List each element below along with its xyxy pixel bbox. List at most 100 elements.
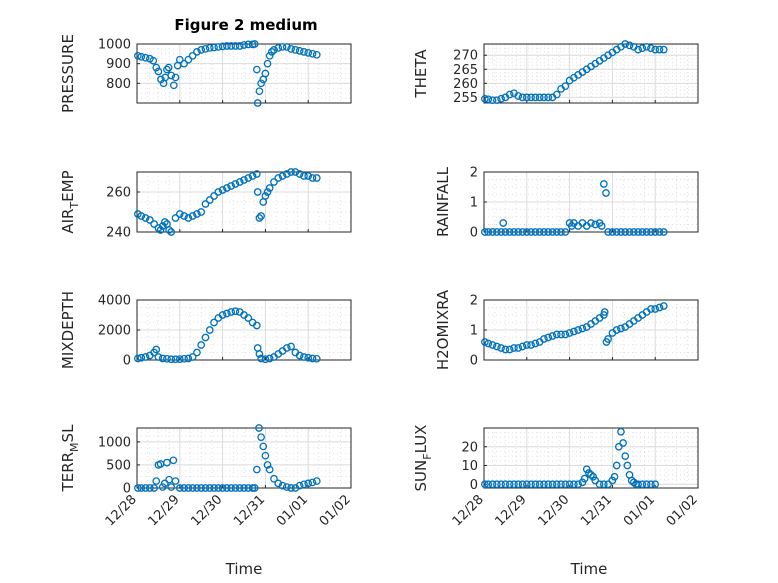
data-point xyxy=(540,228,548,236)
data-point xyxy=(552,480,561,489)
data-point xyxy=(253,99,262,107)
data-point xyxy=(235,178,244,186)
data-point xyxy=(561,82,570,90)
data-point xyxy=(548,228,557,236)
data-point xyxy=(544,480,553,489)
data-points xyxy=(481,40,668,105)
data-point xyxy=(655,228,664,236)
data-point xyxy=(505,480,514,489)
data-point xyxy=(602,189,610,197)
data-point xyxy=(295,170,304,178)
y-axis-label: PRESSURE xyxy=(59,34,77,113)
y-tick-label: 255 xyxy=(453,91,478,106)
data-point xyxy=(492,480,501,489)
data-point xyxy=(557,228,565,236)
data-point xyxy=(141,214,150,222)
data-point xyxy=(255,87,264,96)
data-point xyxy=(514,228,523,236)
data-point xyxy=(659,45,668,54)
data-point xyxy=(308,478,317,487)
data-point xyxy=(565,480,574,489)
data-points xyxy=(481,302,668,354)
tick-labels: 0 1 2 xyxy=(470,294,699,369)
axes-box xyxy=(136,43,352,104)
data-point xyxy=(197,484,206,492)
data-point xyxy=(535,480,544,489)
data-point xyxy=(175,55,184,64)
data-point xyxy=(210,43,218,52)
data-point xyxy=(223,309,231,318)
data-point xyxy=(231,484,240,492)
data-points xyxy=(134,168,321,236)
data-point xyxy=(488,480,497,489)
data-point xyxy=(261,192,270,200)
subplot-h2omixra: 0 1 2 H2OMIXRA xyxy=(434,289,699,370)
data-point xyxy=(492,228,501,236)
data-point xyxy=(561,480,570,489)
data-point xyxy=(642,228,651,236)
data-point xyxy=(175,210,184,218)
data-point xyxy=(255,350,264,358)
data-point xyxy=(231,42,240,50)
data-point xyxy=(604,335,612,343)
data-point xyxy=(505,228,514,236)
data-point xyxy=(261,69,270,78)
data-point xyxy=(160,218,169,226)
data-point xyxy=(597,222,606,230)
data-point xyxy=(259,442,268,451)
data-point xyxy=(522,93,531,102)
y-tick-label: 1 xyxy=(470,196,478,211)
data-point xyxy=(527,341,535,349)
data-point xyxy=(510,228,518,236)
data-point xyxy=(270,474,278,483)
y-tick-label: 500 xyxy=(106,458,131,473)
grid xyxy=(136,299,352,361)
data-point xyxy=(282,43,291,51)
data-point xyxy=(505,90,514,99)
data-point xyxy=(223,484,231,492)
data-point xyxy=(647,480,655,489)
data-point xyxy=(304,353,313,362)
data-point xyxy=(629,228,638,236)
y-tick-label: 260 xyxy=(106,186,131,201)
data-point xyxy=(574,480,583,489)
data-point xyxy=(599,480,608,489)
data-point xyxy=(240,484,248,492)
data-point xyxy=(304,479,313,488)
x-tick-label: 12/29 xyxy=(493,492,530,529)
data-point xyxy=(557,480,565,489)
data-point xyxy=(617,324,625,333)
data-point xyxy=(300,48,308,56)
axes-box xyxy=(483,43,699,104)
data-point xyxy=(308,49,317,58)
y-tick-label: 240 xyxy=(106,226,131,241)
data-point xyxy=(201,45,210,53)
data-point xyxy=(514,344,523,352)
data-point xyxy=(218,186,227,194)
data-point xyxy=(308,354,317,363)
data-point xyxy=(134,484,142,492)
data-point xyxy=(510,344,518,352)
data-point xyxy=(210,318,218,327)
data-point xyxy=(540,93,548,102)
data-point xyxy=(250,40,259,48)
data-point xyxy=(540,335,548,343)
data-point xyxy=(291,168,300,176)
data-point xyxy=(570,327,578,336)
data-point xyxy=(291,46,300,54)
subplot-sun-flux: 0 10 20 12/28 12/29 12/30 12/31 01/01 01/02 SUNF… xyxy=(412,425,701,578)
grid xyxy=(483,171,699,233)
x-tick-label: 01/02 xyxy=(664,492,701,529)
data-point xyxy=(561,228,570,236)
y-axis-label: AIRTEMP xyxy=(59,170,81,233)
data-point xyxy=(604,228,612,236)
data-point xyxy=(158,222,167,230)
data-point xyxy=(210,192,218,200)
data-point xyxy=(171,477,180,485)
data-point xyxy=(295,481,304,490)
data-point xyxy=(527,228,535,236)
y-axis-label: H2OMIXRA xyxy=(434,289,452,370)
data-point xyxy=(492,96,501,105)
data-point xyxy=(156,226,165,234)
